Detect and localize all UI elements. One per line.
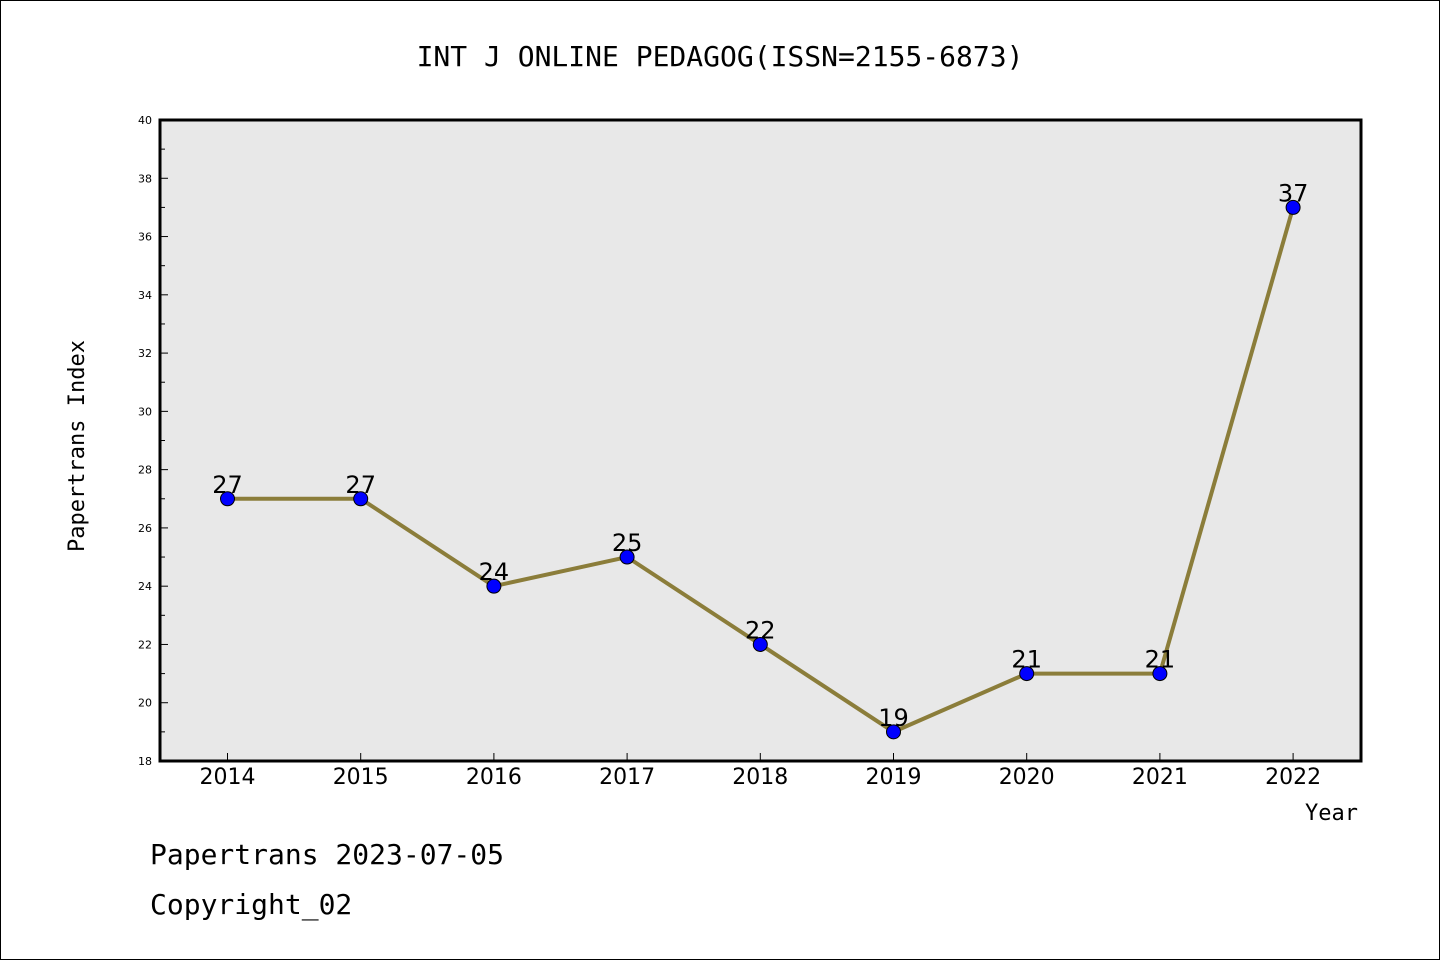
data-point	[220, 491, 235, 507]
x-tick-label: 2020	[999, 765, 1055, 790]
y-tick-label: 28	[138, 464, 152, 477]
x-tick-label: 2014	[200, 765, 256, 790]
y-axis: 18 20 22 24 26 28 30 32 34 36 38 40	[138, 114, 168, 768]
chart-title: INT J ONLINE PEDAGOG(ISSN=2155-6873)	[417, 40, 1024, 73]
y-tick-label: 24	[138, 580, 152, 593]
x-tick-label: 2015	[333, 765, 389, 790]
x-tick-label: 2022	[1265, 765, 1321, 790]
data-point	[486, 578, 502, 594]
y-tick-label: 36	[138, 231, 152, 244]
data-label: 21	[1011, 646, 1042, 674]
data-point	[353, 491, 369, 507]
data-label: 22	[745, 616, 776, 644]
footer-copyright: Copyright_02	[150, 888, 352, 922]
data-point	[1152, 666, 1168, 682]
x-tick-label: 2017	[599, 765, 655, 790]
y-tick-label: 40	[138, 114, 152, 127]
plot-area	[158, 118, 1363, 763]
data-label: 19	[878, 704, 909, 732]
data-points	[220, 199, 1301, 740]
y-axis-label: Papertrans Index	[65, 340, 90, 552]
x-tick-label: 2018	[732, 765, 788, 790]
y-tick-label: 18	[138, 755, 152, 768]
x-axis-label: Year	[1305, 801, 1358, 826]
data-label: 37	[1278, 179, 1309, 207]
y-tick-label: 32	[138, 347, 152, 360]
x-tick-label: 2021	[1132, 765, 1188, 790]
footer-date: Papertrans 2023-07-05	[150, 838, 504, 871]
data-label: 21	[1145, 646, 1176, 674]
y-tick-label: 34	[138, 289, 152, 302]
y-tick-label: 20	[138, 697, 152, 710]
data-point	[1019, 666, 1035, 682]
data-labels: 27 27 24 25 22 19 21 21 37	[212, 179, 1308, 731]
data-label: 27	[212, 471, 243, 499]
x-tick-label: 2019	[866, 765, 922, 790]
y-tick-label: 30	[138, 405, 152, 418]
x-axis: 2014 2015 2016 2017 2018 2019 2020 2021 2022	[200, 753, 1321, 790]
y-tick-label: 22	[138, 638, 152, 651]
x-tick-label: 2016	[466, 765, 522, 790]
data-point	[1285, 199, 1301, 215]
data-label: 24	[479, 558, 510, 586]
data-label: 27	[345, 471, 376, 499]
data-point	[752, 636, 768, 652]
y-tick-label: 26	[138, 522, 152, 535]
y-tick-label: 38	[138, 172, 152, 185]
data-point	[886, 724, 901, 740]
data-point	[619, 549, 635, 565]
data-label: 25	[612, 529, 643, 557]
